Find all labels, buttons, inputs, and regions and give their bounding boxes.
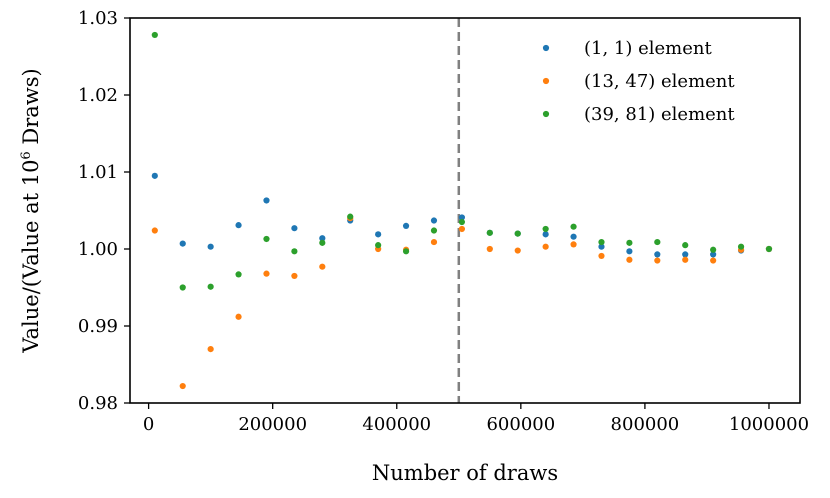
legend: (1, 1) element (13, 47) element (39, 81) e… xyxy=(542,38,735,125)
data-point-series-2 xyxy=(179,382,186,390)
data-point-series-1 xyxy=(179,240,186,247)
data-point-series-3 xyxy=(542,225,549,233)
data-point-series-1 xyxy=(235,222,242,229)
data-point-series-3 xyxy=(430,227,438,234)
legend-label: (39, 81) element xyxy=(584,104,735,125)
data-point-series-3 xyxy=(458,218,465,226)
data-point-series-2 xyxy=(514,247,521,254)
legend-label: (1, 1) element xyxy=(584,38,712,59)
data-point-series-3 xyxy=(235,271,242,278)
axis-ticks: 0 200000 400000 600000 800000 1000000 0.98 0.99… xyxy=(78,8,809,435)
data-point-series-3 xyxy=(347,213,354,220)
legend-marker xyxy=(542,77,550,85)
data-point-series-3 xyxy=(375,242,382,249)
data-point-series-1 xyxy=(375,231,382,238)
data-point-series-3 xyxy=(291,248,298,255)
data-point-series-3 xyxy=(179,284,186,291)
x-tick-label: 1000000 xyxy=(729,414,809,435)
data-point-series-1 xyxy=(570,233,577,240)
data-point-series-1 xyxy=(151,172,158,179)
plot-area xyxy=(151,18,773,403)
y-tick-label: 1.03 xyxy=(78,8,118,29)
data-point-series-2 xyxy=(319,263,326,270)
plot-frame xyxy=(129,17,801,404)
data-point-series-1 xyxy=(598,243,605,250)
data-point-series-2 xyxy=(626,256,633,263)
data-point-series-2 xyxy=(542,243,549,250)
data-point-series-1 xyxy=(207,243,214,250)
x-tick-label: 400000 xyxy=(362,414,431,435)
data-point-series-1 xyxy=(402,222,410,229)
data-point-series-2 xyxy=(263,270,270,277)
data-point-series-2 xyxy=(682,256,689,263)
data-point-series-1 xyxy=(654,251,661,258)
y-axis-label-part: Value/(Value at 10 xyxy=(19,160,43,354)
data-point-series-2 xyxy=(598,252,605,260)
data-point-series-1 xyxy=(458,214,465,221)
data-point-series-2 xyxy=(207,346,214,353)
data-point-series-3 xyxy=(151,31,158,39)
data-point-series-2 xyxy=(570,241,577,248)
data-point-series-2 xyxy=(235,313,242,320)
data-point-series-3 xyxy=(682,242,689,249)
y-axis-label: Value/(Value at 106 Draws) xyxy=(19,68,43,353)
data-point-series-3 xyxy=(765,245,773,253)
data-point-series-2 xyxy=(430,238,438,246)
y-axis-label-part: Draws) xyxy=(19,68,43,151)
y-axis-label-exponent: 6 xyxy=(19,151,34,159)
data-point-series-1 xyxy=(430,217,438,224)
data-point-series-3 xyxy=(598,238,605,246)
y-tick-label: 1.00 xyxy=(78,239,118,260)
legend-marker xyxy=(542,110,550,118)
x-tick-label: 0 xyxy=(143,414,154,435)
data-point-series-2 xyxy=(458,225,465,233)
data-point-series-1 xyxy=(710,251,717,258)
data-point-series-3 xyxy=(486,229,493,236)
data-point-series-3 xyxy=(570,223,577,230)
y-tick-label: 1.01 xyxy=(78,162,118,183)
data-point-series-3 xyxy=(263,235,270,243)
y-tick-label: 1.02 xyxy=(78,85,118,106)
data-point-series-3 xyxy=(737,243,745,250)
data-point-series-2 xyxy=(486,245,493,253)
legend-marker xyxy=(542,44,550,52)
y-tick-label: 0.99 xyxy=(78,316,118,337)
data-point-series-3 xyxy=(319,239,326,246)
data-point-series-1 xyxy=(682,251,689,258)
data-point-series-2 xyxy=(710,257,717,264)
data-point-series-1 xyxy=(542,231,549,238)
data-point-series-3 xyxy=(626,239,633,246)
x-tick-label: 200000 xyxy=(238,414,307,435)
x-axis-label: Number of draws xyxy=(372,461,558,485)
legend-label: (13, 47) element xyxy=(584,71,735,92)
data-point-series-3 xyxy=(654,238,661,246)
data-point-series-3 xyxy=(710,246,717,253)
data-point-series-1 xyxy=(263,197,270,204)
data-point-series-1 xyxy=(319,235,326,242)
data-point-series-3 xyxy=(514,230,521,237)
y-tick-label: 0.98 xyxy=(78,393,118,414)
data-point-series-3 xyxy=(402,248,410,255)
x-tick-label: 600000 xyxy=(486,414,555,435)
x-tick-label: 800000 xyxy=(611,414,680,435)
data-point-series-3 xyxy=(207,283,214,290)
data-point-series-2 xyxy=(291,272,298,280)
data-point-series-2 xyxy=(151,227,158,234)
data-point-series-1 xyxy=(291,225,298,232)
data-point-series-2 xyxy=(654,257,661,264)
data-point-series-1 xyxy=(626,248,633,255)
